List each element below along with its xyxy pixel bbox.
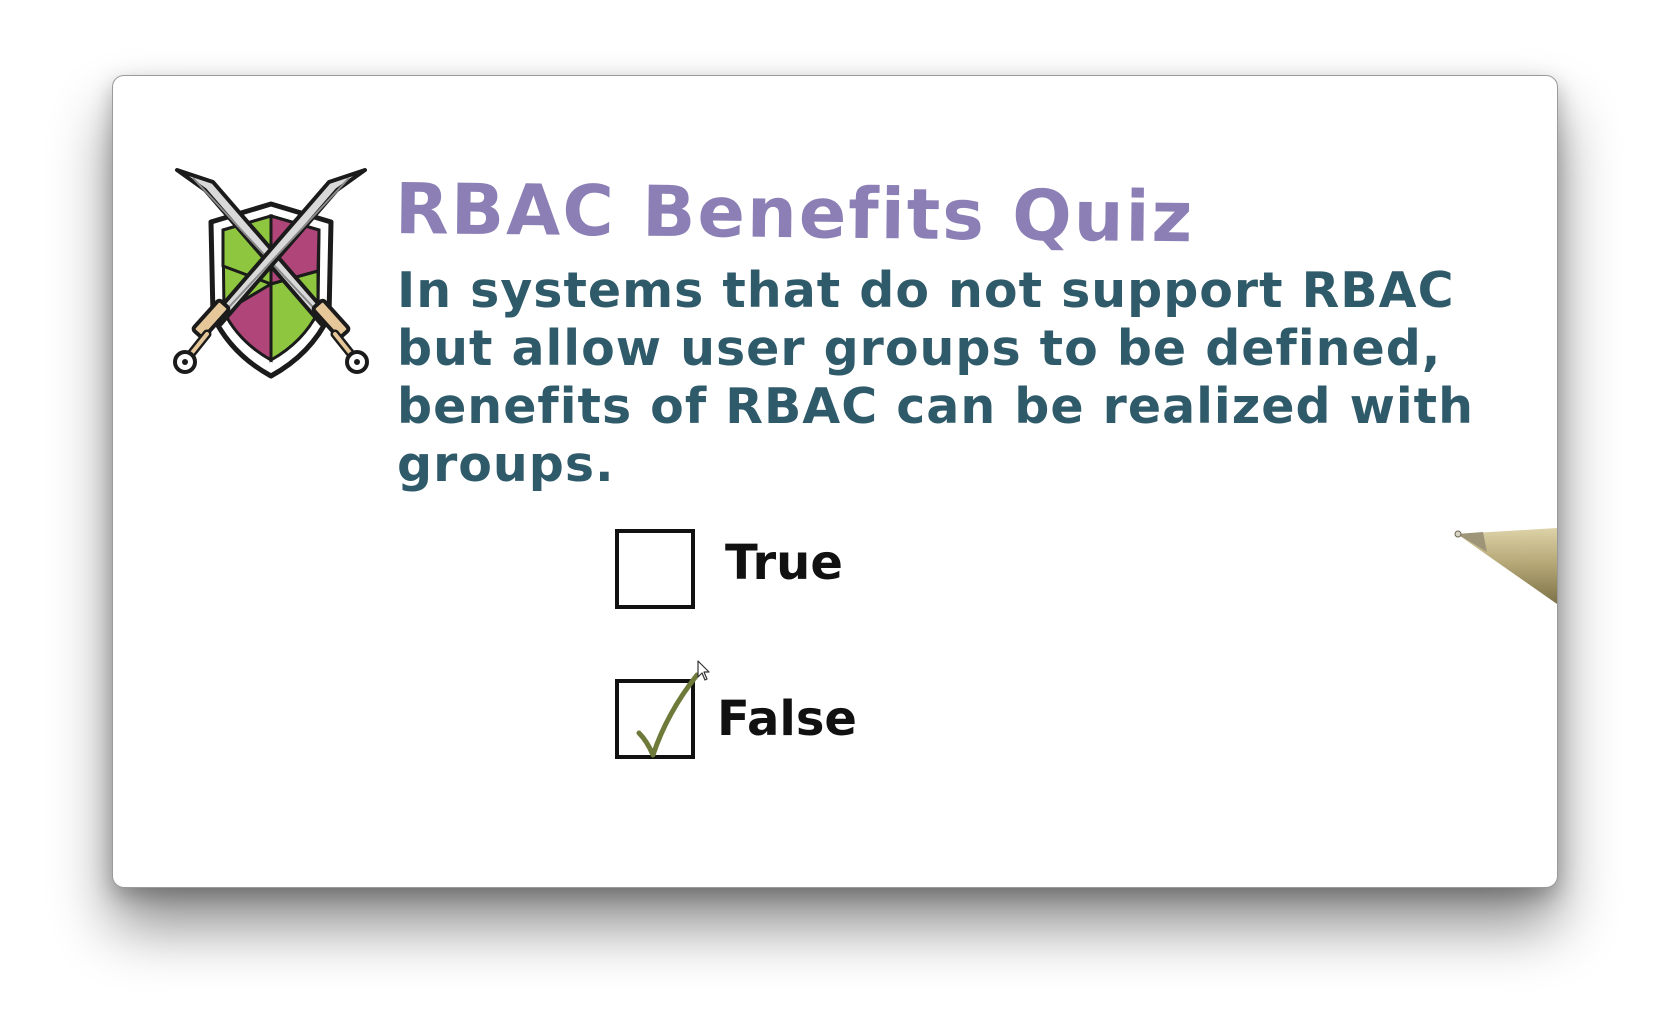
crossed-swords-shield-icon [173, 168, 369, 379]
quiz-window: RBAC Benefits Quiz In systems that do no… [112, 75, 1558, 888]
pen-tip-icon [1454, 528, 1557, 604]
option-true[interactable]: True [615, 529, 843, 609]
mouse-cursor-icon [697, 660, 710, 681]
option-false-label: False [717, 691, 857, 747]
option-false[interactable]: False [615, 672, 857, 759]
false-checkbox[interactable] [615, 672, 700, 759]
quiz-title: RBAC Benefits Quiz [394, 168, 1195, 259]
check-icon [636, 672, 700, 758]
quiz-question: In systems that do not support RBAC but … [397, 262, 1474, 493]
true-checkbox[interactable] [615, 529, 695, 609]
option-true-label: True [725, 535, 843, 591]
